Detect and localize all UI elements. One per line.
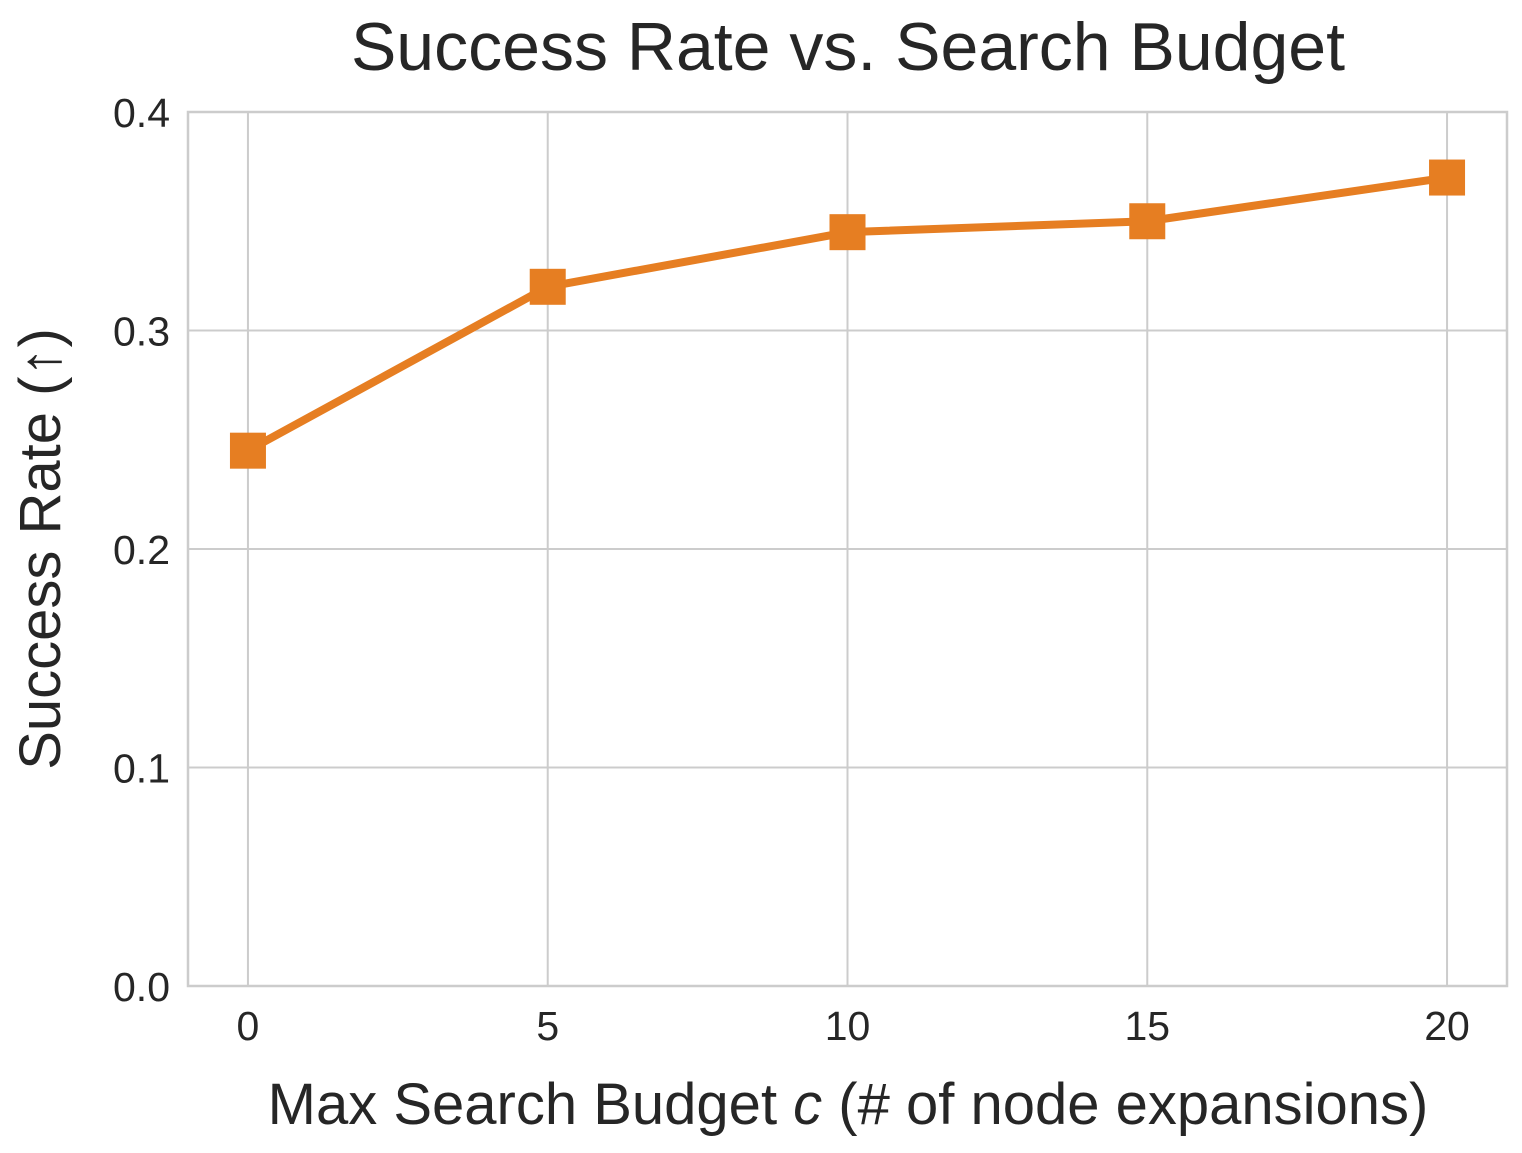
data-point-marker [1129, 203, 1166, 240]
x-tick-label: 10 [825, 1003, 871, 1049]
x-axis-label-prefix: Max Search Budget [268, 1072, 794, 1137]
x-axis-label-suffix: (# of node expansions) [822, 1072, 1428, 1137]
data-point-marker [1429, 159, 1466, 196]
x-axis-label: Max Search Budget c (# of node expansion… [268, 1072, 1429, 1137]
y-axis-ticks: 0.0 0.1 0.2 0.3 0.4 [113, 90, 170, 1010]
data-point-marker [229, 432, 266, 469]
x-tick-label: 0 [237, 1003, 260, 1049]
series-layer [229, 159, 1466, 469]
x-axis-ticks: 0 5 10 15 20 [237, 1003, 1470, 1049]
chart-title: Success Rate vs. Search Budget [351, 9, 1345, 85]
y-axis-label: Success Rate (↑) [8, 328, 73, 770]
x-tick-label: 5 [536, 1003, 559, 1049]
plot-frame [186, 110, 1509, 988]
x-tick-label: 15 [1124, 1003, 1170, 1049]
x-axis-label-variable: c [793, 1072, 822, 1137]
x-tick-label: 20 [1424, 1003, 1470, 1049]
y-tick-label: 0.1 [113, 746, 170, 792]
y-tick-label: 0.3 [113, 309, 170, 355]
data-point-marker [829, 214, 866, 251]
data-point-marker [529, 268, 566, 305]
y-tick-label: 0.0 [113, 964, 170, 1010]
y-tick-label: 0.2 [113, 527, 170, 573]
y-tick-label: 0.4 [113, 90, 170, 136]
